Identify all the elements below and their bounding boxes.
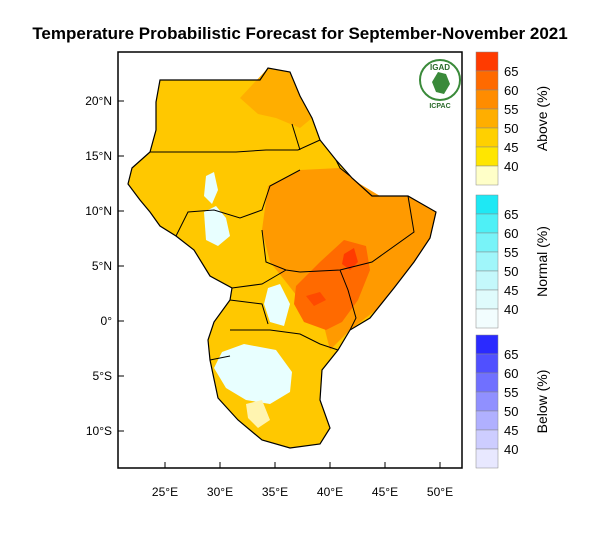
legend-tick-label: 55 — [504, 385, 518, 400]
lon-tick-label: 30°E — [207, 485, 233, 499]
lon-tick-label: 25°E — [152, 485, 178, 499]
coastline — [127, 67, 437, 449]
legend-tick-label: 65 — [504, 207, 518, 222]
lon-tick-label: 45°E — [372, 485, 398, 499]
legend-tick-label: 60 — [504, 83, 518, 98]
legend-tick-label: 40 — [504, 442, 518, 457]
legend-swatch — [475, 108, 499, 129]
lat-tick-label: 0° — [101, 314, 113, 328]
legend-swatch — [475, 448, 499, 469]
legend-swatch — [475, 391, 499, 412]
legend-swatch — [475, 308, 499, 329]
legend-swatch — [475, 51, 499, 72]
legend-swatch — [475, 251, 499, 272]
lon-tick-label: 50°E — [427, 485, 453, 499]
legend-0: 65 60 55 50 45 40 Above (%) — [475, 51, 550, 186]
legend-2: 65 60 55 50 45 40 Below (%) — [475, 334, 550, 469]
legend-tick-label: 65 — [504, 347, 518, 362]
legend-tick-label: 60 — [504, 366, 518, 381]
near-normal-region-sudan — [204, 172, 218, 204]
legend-tick-label: 60 — [504, 226, 518, 241]
above-40-region-tanzania — [246, 400, 270, 428]
igad-icpac-logo: IGAD ICPAC — [419, 59, 461, 110]
lat-tick-label: 15°N — [85, 149, 112, 163]
legends: 65 60 55 50 45 40 Above (%) 65 60 55 50 45 40 Normal … — [475, 51, 550, 469]
legend-title: Below (%) — [534, 370, 550, 434]
legend-tick-label: 45 — [504, 140, 518, 155]
above-65-region — [342, 248, 358, 270]
legend-swatch — [475, 146, 499, 167]
legend-tick-label: 65 — [504, 64, 518, 79]
legend-swatch — [475, 410, 499, 431]
legend-swatch — [475, 232, 499, 253]
africa-icon — [432, 72, 450, 94]
logo-top-text: IGAD — [430, 63, 450, 72]
legend-tick-label: 50 — [504, 404, 518, 419]
legend-tick-label: 50 — [504, 121, 518, 136]
legend-swatch — [475, 165, 499, 186]
legend-tick-label: 45 — [504, 283, 518, 298]
legend-tick-label: 55 — [504, 102, 518, 117]
legend-swatch — [475, 89, 499, 110]
legend-swatch — [475, 289, 499, 310]
legend-title: Above (%) — [534, 86, 550, 151]
legend-swatch — [475, 213, 499, 234]
lon-tick-label: 40°E — [317, 485, 343, 499]
legend-tick-label: 55 — [504, 245, 518, 260]
above-65-region-kenya — [306, 292, 326, 306]
lat-tick-label: 10°S — [86, 424, 112, 438]
legend-tick-label: 40 — [504, 302, 518, 317]
country-borders — [150, 123, 415, 361]
lon-tick-label: 35°E — [262, 485, 288, 499]
near-normal-region-south-sudan — [204, 206, 230, 246]
near-normal-region-tanzania — [214, 344, 292, 404]
legend-swatch — [475, 127, 499, 148]
legend-tick-label: 50 — [504, 264, 518, 279]
legend-tick-label: 40 — [504, 159, 518, 174]
legend-1: 65 60 55 50 45 40 Normal (%) — [475, 194, 550, 329]
legend-swatch — [475, 194, 499, 215]
legend-title: Normal (%) — [534, 226, 550, 297]
lat-tick-label: 10°N — [85, 204, 112, 218]
lat-tick-label: 20°N — [85, 94, 112, 108]
legend-swatch — [475, 70, 499, 91]
legend-swatch — [475, 429, 499, 450]
legend-swatch — [475, 353, 499, 374]
legend-swatch — [475, 372, 499, 393]
legend-tick-label: 45 — [504, 423, 518, 438]
lat-tick-label: 5°S — [93, 369, 112, 383]
legend-swatch — [475, 270, 499, 291]
chart-title: Temperature Probabilistic Forecast for S… — [32, 24, 568, 43]
lat-axis: 20°N 15°N 10°N 5°N 0° 5°S 10°S — [85, 94, 124, 438]
near-normal-region-uganda — [264, 284, 290, 326]
lat-tick-label: 5°N — [92, 259, 112, 273]
legend-swatch — [475, 334, 499, 355]
lon-axis: 25°E 30°E 35°E 40°E 45°E 50°E — [152, 462, 453, 499]
logo-bottom-text: ICPAC — [429, 103, 450, 110]
